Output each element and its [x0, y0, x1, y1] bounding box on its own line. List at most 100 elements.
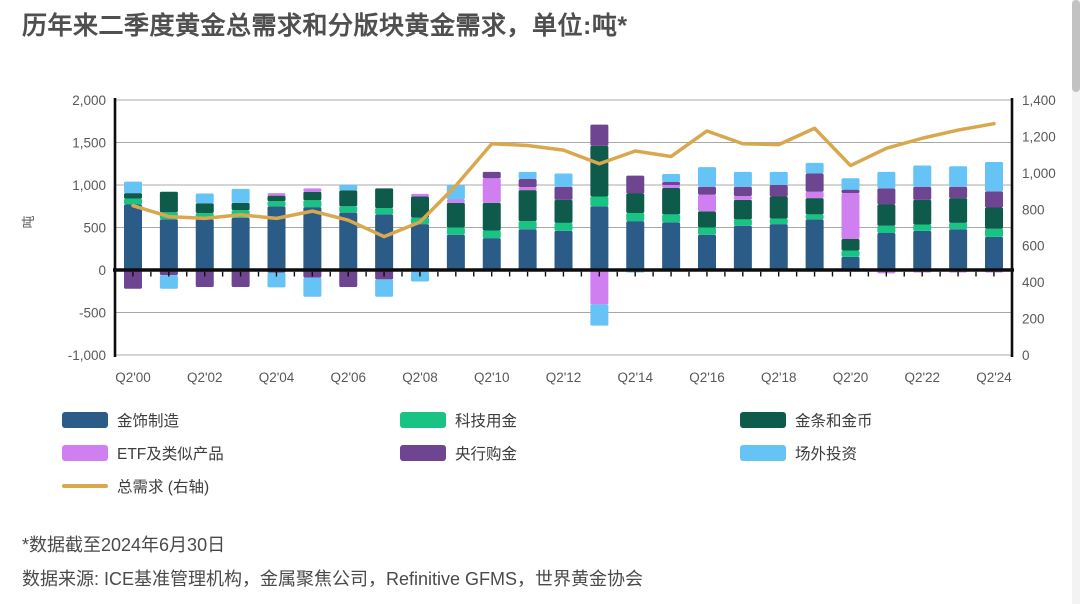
- bar-segment: [482, 171, 501, 179]
- bar-segment: [518, 229, 537, 270]
- left-axis-title: 吨: [21, 215, 36, 228]
- bar-segment: [985, 236, 1003, 270]
- bar-segment: [985, 207, 1003, 229]
- bar-segment: [411, 196, 429, 218]
- bar-segment: [554, 222, 573, 231]
- right-axis-tick-label: 0: [1022, 348, 1030, 363]
- bar-segment: [985, 162, 1003, 192]
- left-axis-tick-label: -1,000: [68, 348, 106, 363]
- bar-segment: [267, 193, 286, 196]
- bar-segment: [267, 206, 286, 270]
- left-axis-tick-label: 0: [98, 263, 106, 278]
- bar-segment: [195, 203, 214, 214]
- bar-segment: [913, 165, 932, 187]
- legend-item-technology: 科技用金: [400, 410, 740, 430]
- bar-segment: [733, 186, 752, 197]
- bar-segment: [339, 206, 358, 213]
- x-axis-tick-label: Q2'14: [617, 370, 653, 385]
- central-bank-swatch: [400, 445, 446, 461]
- legend-label-etf: ETF及类似产品: [117, 446, 224, 463]
- left-axis-tick-label: 500: [83, 221, 106, 236]
- bar-segment: [518, 179, 537, 188]
- bar-segment: [411, 271, 429, 282]
- technology-swatch: [400, 412, 446, 428]
- bar-segment: [769, 218, 788, 225]
- bar-segment: [590, 196, 609, 207]
- bar-segment: [769, 171, 788, 185]
- bar-segment: [267, 201, 286, 207]
- chart-legend: 金饰制造 科技用金 金条和金币 ETF及类似产品 央行购金 场外投资 总需求 (…: [62, 410, 1042, 496]
- bar-segment: [913, 186, 932, 200]
- bar-segment: [267, 195, 286, 202]
- bar-segment: [339, 270, 358, 287]
- bar-segment: [698, 211, 716, 228]
- bar-segment: [231, 217, 250, 270]
- bar-segment: [446, 234, 465, 270]
- bar-segment: [411, 193, 429, 197]
- bar-segment: [482, 202, 501, 231]
- bar-segment: [949, 186, 968, 199]
- bar-segment: [769, 224, 788, 270]
- bar-segment: [375, 279, 394, 297]
- bar-segment: [554, 186, 573, 200]
- legend-label-central-bank: 央行购金: [455, 446, 518, 463]
- bar-segment: [662, 185, 681, 188]
- bar-segment: [267, 272, 286, 288]
- x-axis-tick-label: Q2'12: [546, 370, 582, 385]
- bar-segment: [841, 193, 860, 239]
- bar-segment: [985, 228, 1003, 237]
- footnote-data-source: 数据来源: ICE基准管理机构，金属聚焦公司，Refinitive GFMS，世…: [22, 569, 644, 589]
- bar-segment: [554, 230, 573, 270]
- bar-segment: [949, 198, 968, 223]
- bar-segment: [698, 234, 716, 270]
- bar-segment: [482, 238, 501, 270]
- legend-label-bar-coin: 金条和金币: [795, 413, 873, 430]
- bar-segment: [626, 175, 645, 194]
- scrollbar-thumb[interactable]: [1072, 0, 1080, 92]
- bar-segment: [159, 219, 178, 270]
- x-axis-tick-label: Q2'20: [833, 370, 869, 385]
- left-axis-tick-label: 1,500: [72, 136, 106, 151]
- right-axis-tick-label: 1,200: [1022, 129, 1056, 144]
- bar-segment: [231, 188, 250, 203]
- bar-coin-swatch: [740, 412, 786, 428]
- bar-segment: [375, 207, 394, 215]
- bar-segment: [195, 270, 214, 287]
- bar-segment: [446, 227, 465, 235]
- bar-segment: [339, 185, 358, 191]
- x-axis-tick-label: Q2'06: [330, 370, 366, 385]
- bar-segment: [949, 222, 968, 230]
- bar-segment: [124, 270, 142, 289]
- bar-segment: [303, 188, 322, 192]
- bar-segment: [841, 238, 860, 251]
- bar-segment: [590, 270, 609, 305]
- bar-segment: [124, 193, 142, 199]
- bar-segment: [698, 186, 716, 195]
- bar-segment: [662, 214, 681, 223]
- bar-segment: [662, 187, 681, 215]
- right-axis-tick-label: 600: [1022, 239, 1045, 254]
- bar-segment: [805, 198, 824, 215]
- x-axis-tick-label: Q2'18: [761, 370, 797, 385]
- bar-segment: [159, 191, 178, 213]
- bar-segment: [733, 219, 752, 226]
- bar-segment: [805, 219, 824, 270]
- bar-segment: [841, 250, 860, 257]
- bar-segment: [518, 190, 537, 222]
- x-axis-tick-label: Q2'04: [259, 370, 295, 385]
- x-axis-tick-label: Q2'02: [187, 370, 223, 385]
- bar-segment: [698, 227, 716, 235]
- bar-segment: [913, 199, 932, 225]
- scrollbar-track[interactable]: [1072, 0, 1080, 604]
- bar-segment: [339, 190, 358, 207]
- bar-segment: [482, 230, 501, 239]
- left-axis-tick-label: 2,000: [72, 93, 106, 108]
- x-axis-tick-label: Q2'08: [402, 370, 438, 385]
- bar-segment: [805, 173, 824, 192]
- left-axis-tick-label: -500: [79, 306, 106, 321]
- bar-segment: [626, 221, 645, 270]
- total-demand-line: [131, 121, 996, 239]
- right-axis-tick-label: 800: [1022, 202, 1045, 217]
- bar-segment: [985, 191, 1003, 208]
- bar-segment: [698, 194, 716, 212]
